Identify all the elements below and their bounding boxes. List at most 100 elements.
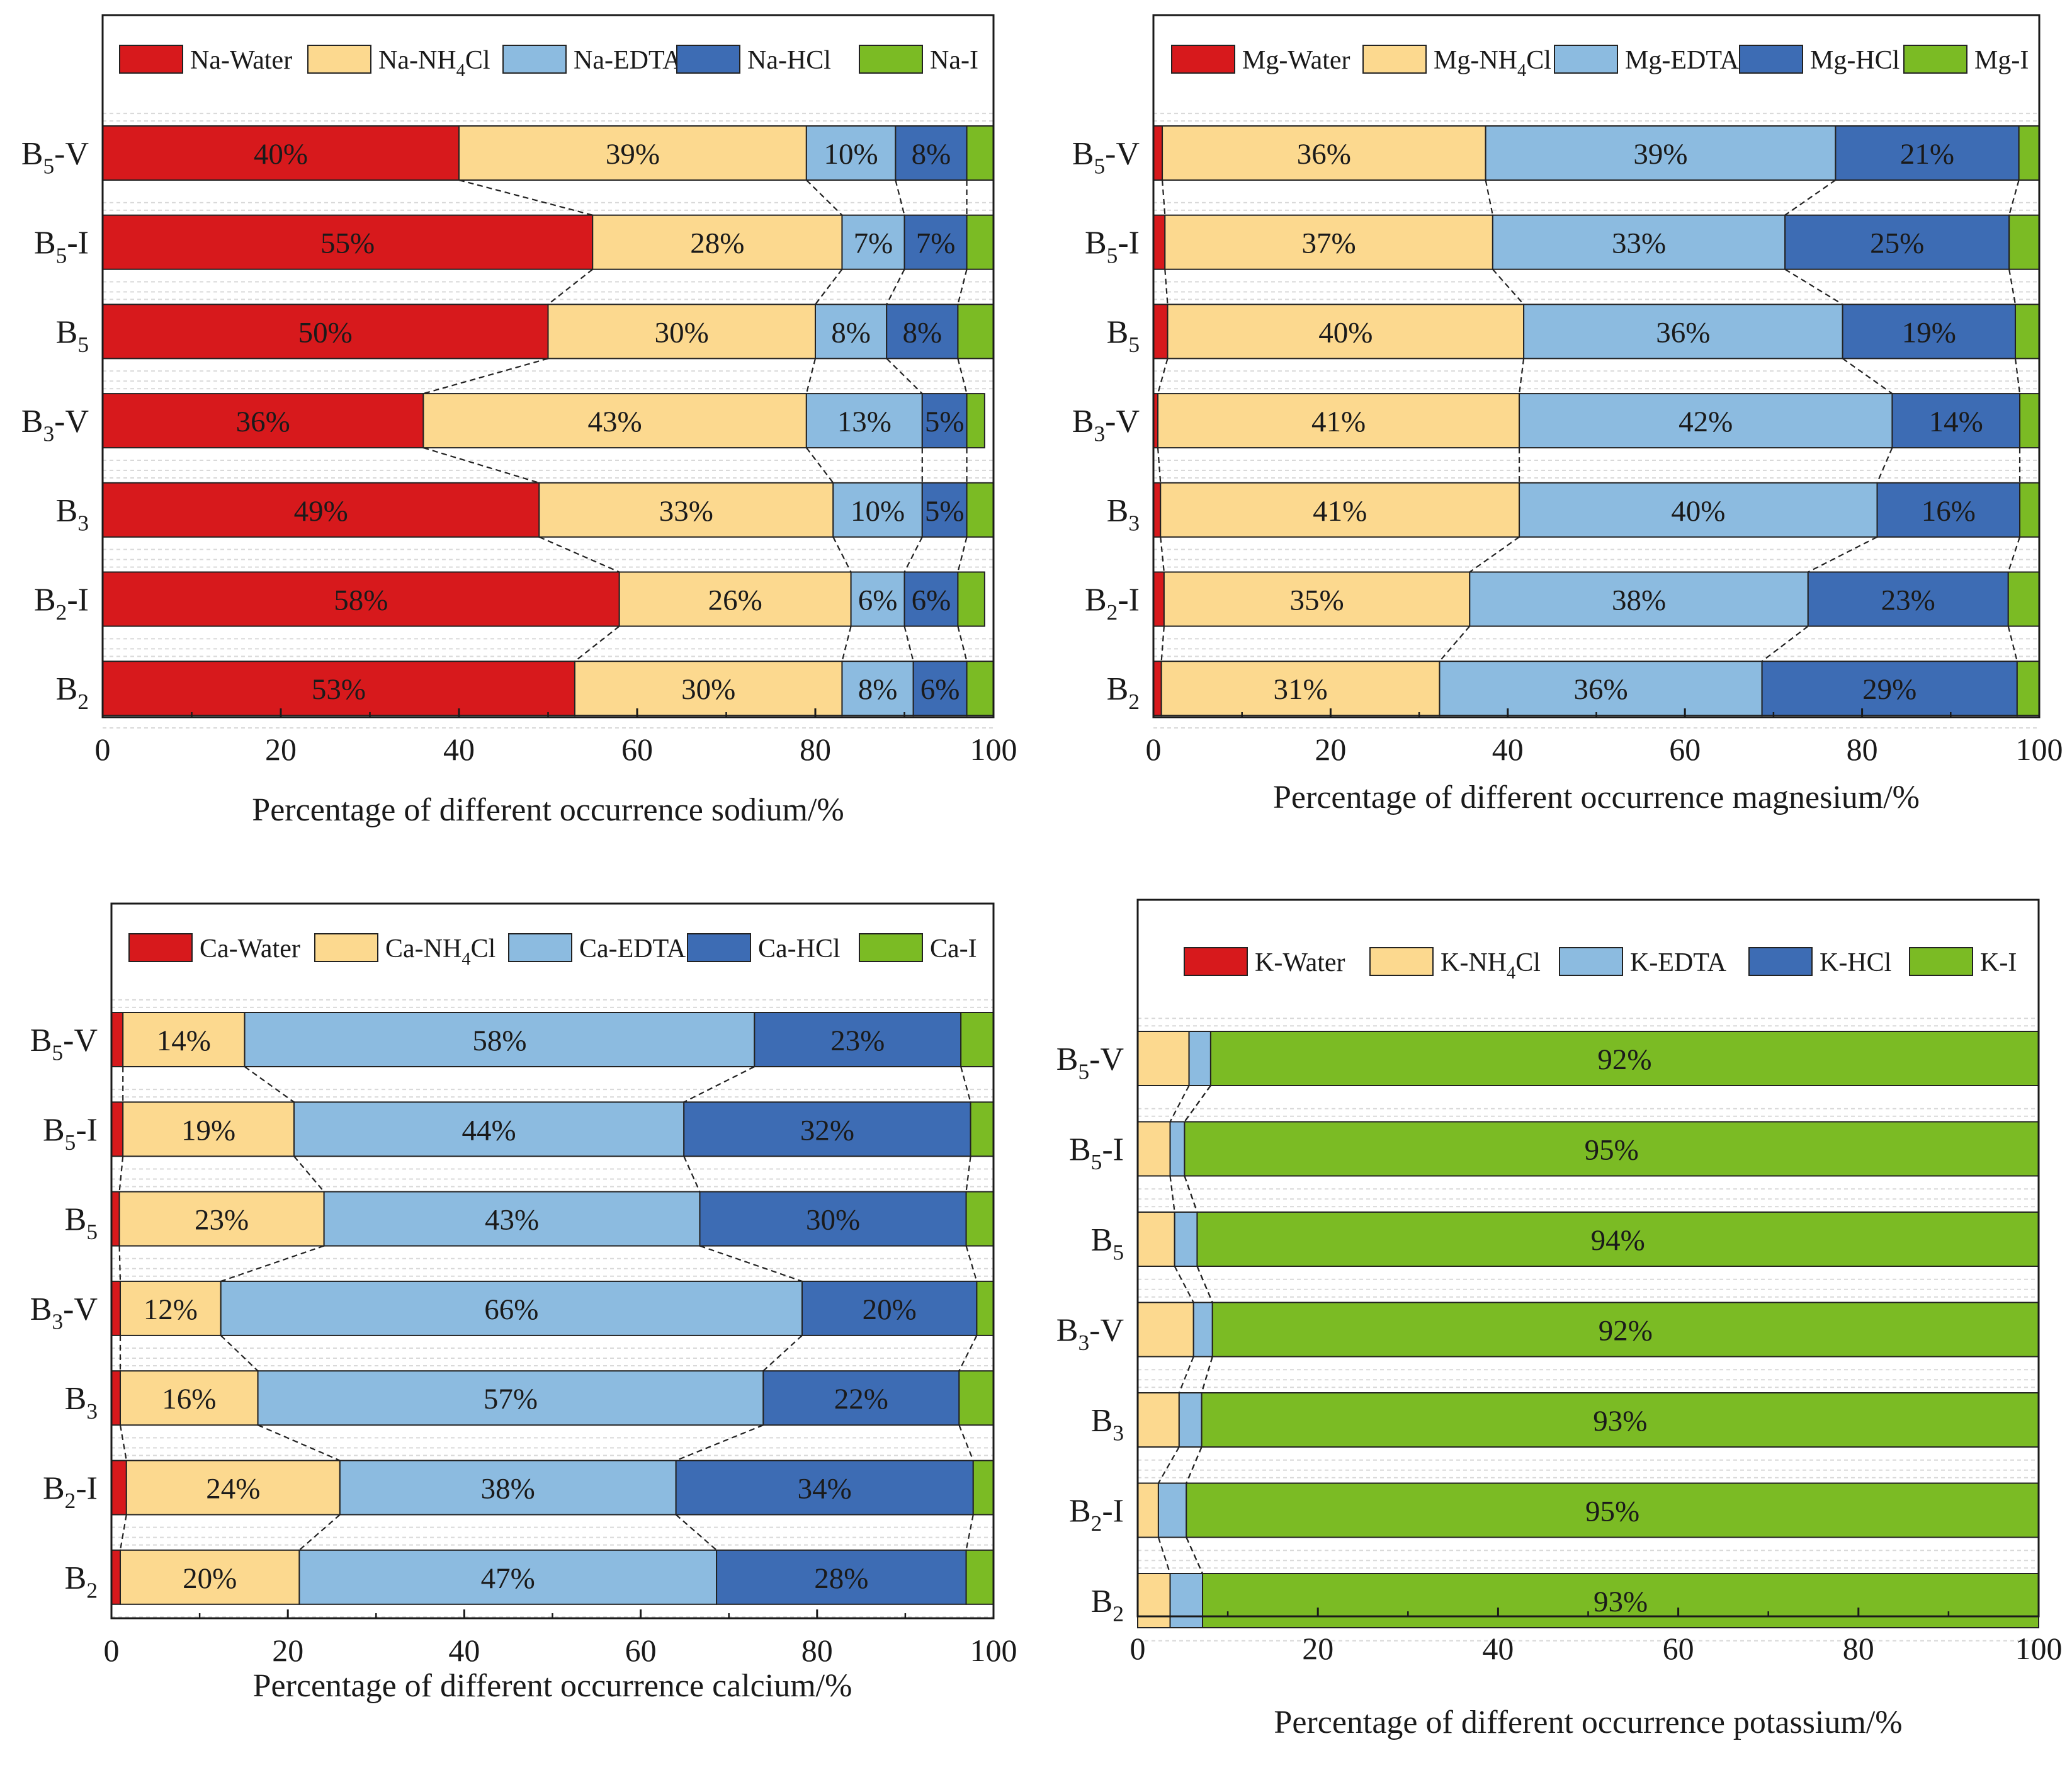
mg-data-label: 41% (1311, 406, 1366, 438)
mg-connector-line (2007, 536, 2021, 572)
k-legend-swatch-k-nh4cl (1369, 947, 1434, 976)
ca-data-label: 20% (863, 1293, 917, 1326)
ca-legend-swatch-ca-hcl (687, 933, 751, 962)
k-legend-label-k-water: K-Water (1255, 948, 1345, 977)
na-bar-na-water-b3-v (102, 393, 424, 449)
mg-data-label: 33% (1612, 227, 1666, 260)
mg-legend-label-mg-hcl: Mg-HCl (1810, 46, 1899, 75)
mg-bar-mg-hcl-b2 (1761, 661, 2018, 717)
mg-x-tick-label: 100 (2016, 732, 2063, 767)
mg-data-label: 36% (1656, 316, 1710, 349)
calcium-chart-panel: 14% 58% 23% 19% 44% 32% 23% 43% 30% 12% 66% 20% 16% 5… (30, 902, 1017, 1704)
na-bar-na-hcl-b3 (921, 482, 968, 538)
ca-x-tick-label: 100 (970, 1633, 1017, 1668)
na-bar-na-edta-b3-v (805, 393, 923, 449)
k-bar-k-i-b3-v (1211, 1302, 2039, 1358)
ca-bar-ca-hcl-b5-i (683, 1101, 971, 1157)
mg-connector-line (1160, 626, 1165, 662)
ca-bar-ca-i-b2 (965, 1549, 994, 1605)
ca-legend-label-ca-water: Ca-Water (200, 934, 300, 963)
na-bar-na-nh4cl-b2 (574, 661, 843, 717)
ca-data-label: 23% (195, 1204, 249, 1237)
na-connector-line (895, 179, 905, 215)
ca-bar-ca-hcl-b5-v (754, 1012, 962, 1067)
mg-category-label: B3-V (1072, 404, 1140, 446)
mg-data-label: 40% (1318, 316, 1373, 349)
ca-connector-line (118, 1156, 124, 1192)
k-bar-k-edta-b3-v (1192, 1302, 1213, 1358)
k-bar-k-nh4cl-b3 (1137, 1392, 1180, 1448)
na-x-tick-label: 40 (443, 732, 475, 767)
ca-connector-line (965, 1156, 971, 1192)
na-bar-na-nh4cl-b5-i (592, 214, 843, 270)
na-connector-line (547, 268, 593, 305)
k-bar-k-edta-b5-i (1169, 1121, 1186, 1177)
mg-data-label: 29% (1862, 673, 1916, 706)
na-data-label: 55% (320, 227, 375, 260)
ca-bar-ca-edta-b2 (298, 1549, 718, 1605)
ca-connector-line (220, 1335, 259, 1371)
ca-bar-ca-i-b3 (958, 1370, 994, 1426)
ca-connector-line (683, 1066, 755, 1103)
ca-data-label: 20% (183, 1562, 237, 1595)
mg-connector-line (1485, 179, 1493, 215)
k-data-label: 95% (1585, 1495, 1639, 1528)
ca-bar-ca-water-b3-v (111, 1280, 122, 1336)
na-bar-na-i-b3 (966, 482, 995, 538)
na-data-label: 10% (851, 495, 905, 528)
na-data-label: 5% (925, 406, 965, 438)
na-category-label: B2 (56, 671, 89, 714)
mg-data-label: 38% (1612, 584, 1666, 617)
mg-bar-mg-i-b5-v (2018, 125, 2040, 181)
na-connector-line (805, 358, 817, 394)
mg-legend-label-mg-nh4cl: Mg-NH4Cl (1434, 46, 1551, 81)
k-bar-k-edta-b2-i (1157, 1482, 1187, 1538)
ca-legend-label-ca-hcl: Ca-HCl (758, 934, 841, 963)
magnesium-chart-panel: 36% 39% 21% 37% 33% 25% 40% 36% 19% 41% 42% 14% 41% 4… (1072, 14, 2063, 815)
mg-bar-mg-hcl-b3-v (1891, 393, 2021, 449)
na-legend-swatch-na-nh4cl (307, 45, 371, 74)
mg-connector-line (1808, 536, 1878, 573)
na-bar-na-i-b2-i (957, 571, 985, 627)
mg-bar-mg-nh4cl-b5-v (1162, 125, 1486, 181)
sodium-chart-panel: 40% 39% 10% 8% 55% 28% 7% 7% 50% 30% 8% 8% 36% 43% 13%… (21, 14, 1017, 828)
ca-bar-ca-i-b5 (965, 1191, 994, 1247)
na-bar-na-edta-b2 (841, 661, 914, 717)
ca-bar-ca-water-b5-v (111, 1012, 124, 1067)
mg-connector-line (2007, 626, 2018, 662)
na-x-tick-label: 100 (970, 732, 1017, 767)
k-category-label: B3 (1091, 1403, 1124, 1446)
ca-data-label: 57% (484, 1383, 538, 1415)
mg-bar-mg-nh4cl-b3-v (1157, 393, 1520, 449)
mg-connector-line (1439, 625, 1471, 662)
mg-connector-line (1469, 536, 1520, 573)
k-legend-swatch-k-edta (1559, 947, 1623, 976)
ca-category-label: B2 (65, 1560, 98, 1603)
ca-data-label: 16% (162, 1383, 216, 1415)
na-data-label: 39% (606, 138, 660, 171)
mg-bar-mg-hcl-b5 (1842, 304, 2017, 360)
ca-data-label: 19% (181, 1114, 235, 1147)
na-connector-line (886, 358, 923, 394)
na-bar-na-hcl-b5-v (895, 125, 968, 181)
na-data-label: 28% (690, 227, 744, 260)
k-bar-k-edta-b3 (1178, 1392, 1203, 1448)
mg-connector-line (2014, 358, 2021, 394)
na-data-label: 7% (916, 227, 956, 260)
ca-bar-ca-hcl-b5 (699, 1191, 967, 1247)
mg-x-axis-title: Percentage of different occurrence magne… (1273, 780, 1920, 815)
na-connector-line (957, 358, 968, 394)
ca-bar-ca-edta-b5-v (244, 1012, 756, 1067)
mg-bar-mg-edta-b3 (1519, 482, 1878, 538)
na-data-label: 6% (912, 584, 951, 617)
na-legend-label-na-nh4cl: Na-NH4Cl (378, 46, 490, 81)
mg-category-label: B5-I (1085, 225, 1140, 268)
na-bar-na-edta-b2-i (850, 571, 905, 627)
ca-connector-line (965, 1514, 974, 1551)
na-legend-label-na-edta: Na-EDTA (574, 46, 682, 75)
mg-bar-mg-nh4cl-b2-i (1163, 571, 1471, 627)
ca-connector-line (958, 1335, 978, 1371)
k-connector-line (1178, 1356, 1194, 1393)
na-bar-na-i-b5 (957, 304, 995, 360)
